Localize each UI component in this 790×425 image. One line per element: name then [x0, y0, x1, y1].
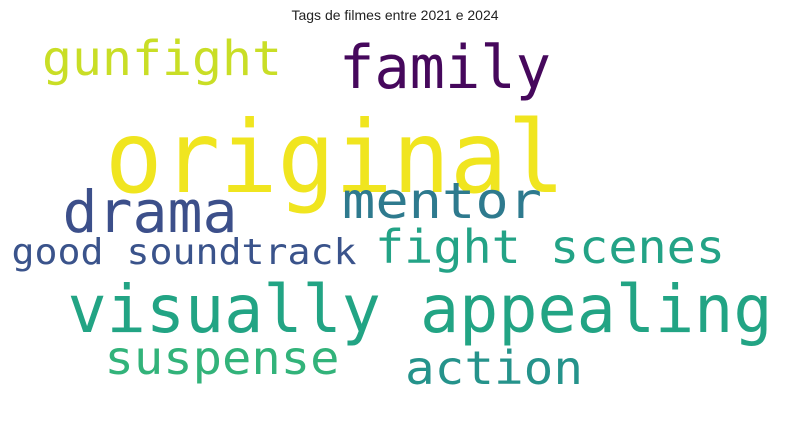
word-mentor: mentor: [342, 172, 542, 230]
chart-title: Tags de filmes entre 2021 e 2024: [291, 7, 499, 23]
word-family: family: [339, 33, 551, 103]
word-visually-appealing: visually appealing: [68, 271, 773, 348]
word-original: original: [105, 99, 565, 216]
word-good-soundtrack: good soundtrack: [12, 232, 357, 273]
word-gunfight: gunfight: [42, 31, 282, 87]
word-fight-scenes: fight scenes: [375, 220, 725, 274]
word-action: action: [405, 341, 583, 395]
word-suspense: suspense: [105, 331, 340, 385]
word-drama: drama: [63, 178, 238, 246]
